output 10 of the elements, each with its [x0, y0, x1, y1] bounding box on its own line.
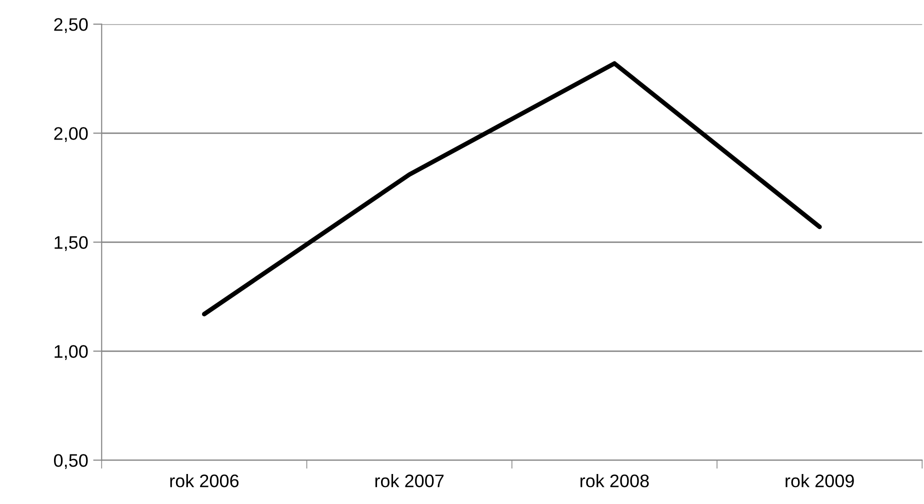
y-tick-label: 1,50	[54, 236, 88, 252]
x-tick-label: rok 2006	[170, 474, 239, 488]
y-tick-label: 0,50	[54, 454, 88, 470]
x-tick-label: rok 2009	[786, 474, 854, 488]
y-tick-label: 2,00	[54, 127, 88, 142]
x-tick-label: rok 2007	[375, 474, 444, 488]
line-series	[202, 61, 822, 316]
y-tick-label: 1,00	[54, 345, 88, 360]
x-tick-label: rok 2008	[580, 474, 649, 488]
y-tick-label: 2,50	[54, 18, 88, 34]
